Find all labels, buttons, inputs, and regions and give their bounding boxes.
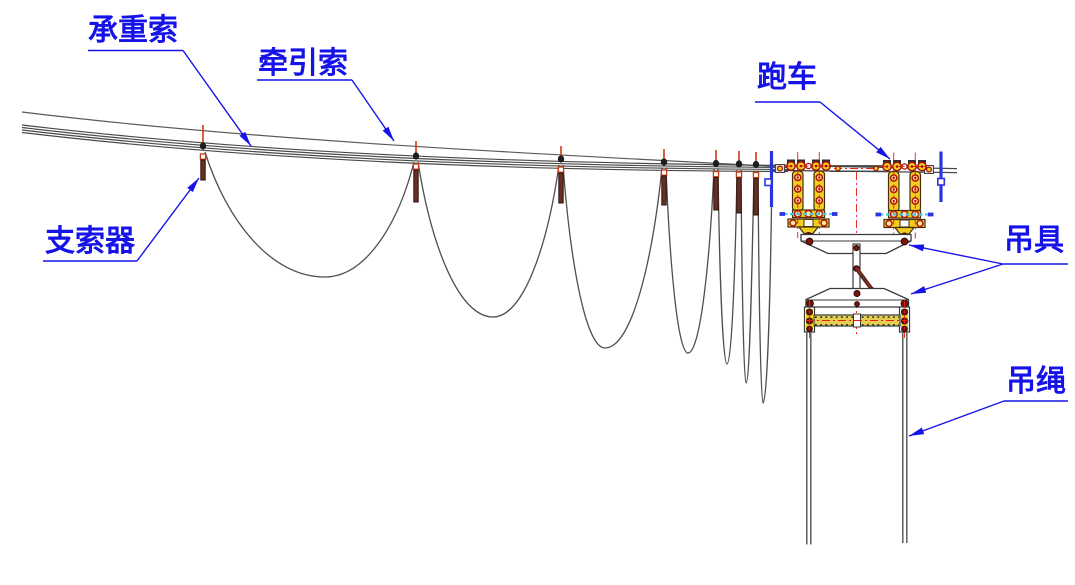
festoon-loop-5 — [717, 169, 738, 365]
festoon-loop-7 — [757, 170, 773, 404]
sling-rope-right — [902, 332, 908, 543]
label-bearing-cable: 承重索 — [88, 14, 178, 47]
label-trolley: 跑车 — [757, 61, 817, 94]
cable-end-fitting-left — [775, 164, 785, 173]
bearing-cable-bundle — [21, 124, 789, 173]
leader-spreader-upper — [908, 244, 1004, 265]
trolley-assembly — [764, 150, 946, 241]
leader-trolley — [819, 101, 891, 160]
label-cable-support: 支索器 — [45, 225, 135, 258]
hanger-3 — [557, 146, 565, 204]
label-sling-rope: 吊绳 — [1006, 365, 1066, 398]
label-spreader: 吊具 — [1004, 224, 1064, 257]
trolley-blue-marker-left — [764, 151, 774, 207]
hanger-4 — [660, 149, 668, 206]
cable-support-hangers — [199, 125, 760, 216]
festoon-loops — [204, 151, 773, 404]
trolley-truck-left — [778, 150, 839, 241]
annotation-leaders — [43, 49, 1068, 437]
leader-spreader-lower — [910, 263, 1004, 295]
spreader-upper-frame — [800, 233, 912, 294]
label-traction-cable: 牵引索 — [258, 47, 348, 80]
trolley-connecting-bar — [830, 165, 884, 172]
leader-sling-rope — [908, 400, 1005, 437]
spreader-assembly — [800, 172, 912, 338]
festoon-loop-6 — [740, 169, 755, 384]
festoon-loop-3 — [562, 164, 663, 349]
trolley-blue-marker-right — [936, 151, 946, 202]
leader-traction-cable — [351, 79, 395, 142]
festoon-loop-2 — [417, 161, 560, 318]
trolley-truck-right — [874, 151, 935, 241]
hanger-6 — [735, 151, 743, 214]
festoon-loop-4 — [665, 167, 715, 354]
hanger-2 — [412, 141, 420, 203]
sling-rope-left — [806, 332, 812, 545]
leader-cable-support — [136, 177, 200, 262]
festoon-loop-1 — [204, 151, 415, 278]
spreader-beam — [806, 300, 909, 338]
hanger-7 — [752, 152, 760, 216]
traction-cable — [21, 111, 787, 168]
hanger-1 — [199, 125, 207, 181]
cable-end-fitting-right — [924, 165, 934, 174]
leader-bearing-cable — [182, 50, 252, 147]
hanger-5 — [712, 150, 720, 211]
spreader-lower-frame — [805, 287, 910, 308]
